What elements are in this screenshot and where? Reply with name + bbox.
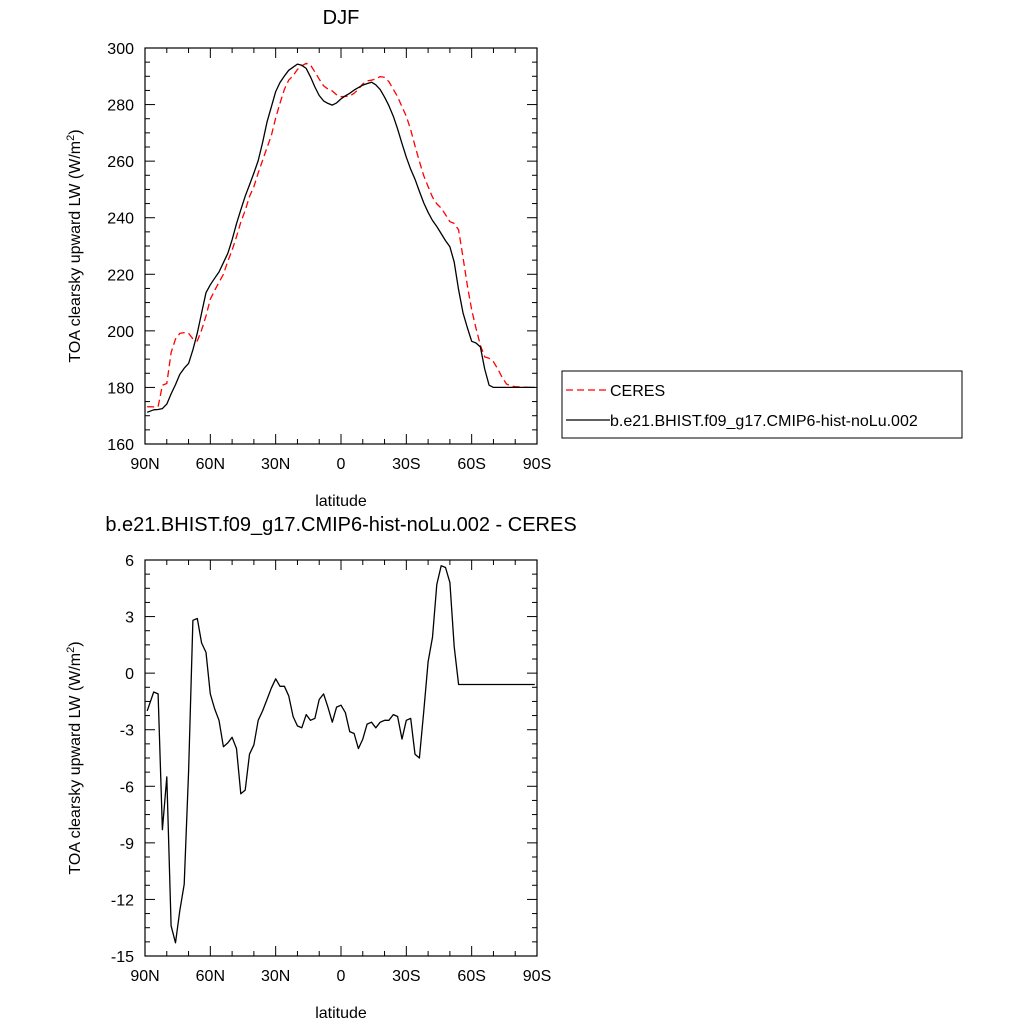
top-ytick-label: 300 [107, 41, 134, 58]
legend: CERES b.e21.BHIST.f09_g17.CMIP6-hist-noL… [561, 370, 963, 439]
bottom-ytick-label: -15 [111, 949, 134, 966]
legend-frame [561, 370, 963, 439]
bottom-chart-panel: b.e21.BHIST.f09_g17.CMIP6-hist-noLu.002 … [65, 514, 577, 1022]
top-ytick-label: 280 [107, 98, 134, 115]
bottom-xtick-label: 90S [523, 968, 551, 985]
top-y-axis-title-end: ) [67, 129, 84, 134]
top-y-axis-title-sup: 2 [65, 135, 77, 141]
bottom-xtick-label: 0 [337, 968, 346, 985]
bottom-x-axis-title: latitude [315, 1005, 367, 1022]
bottom-series-difference-line [146, 565, 535, 944]
top-y-axis-title-main: TOA clearsky upward LW (W/m [67, 141, 84, 363]
top-ytick-label: 220 [107, 267, 134, 284]
top-xtick-label: 30N [261, 456, 290, 473]
legend-label-ceres: CERES [610, 383, 665, 400]
bottom-axis-ticks: 90N 60N 30N 0 30S 60S 90S -15 -12 -9 -6 -3 0 3 6 [111, 553, 551, 985]
top-axis-ticks: 90N 60N 30N 0 30S 60S 90S 160 180 200 220 240 260 280… [107, 41, 551, 473]
bottom-ytick-label: -9 [120, 836, 134, 853]
bottom-xtick-label: 60N [196, 968, 225, 985]
top-ytick-label: 240 [107, 211, 134, 228]
bottom-xtick-label: 90N [130, 968, 159, 985]
legend-label-model: b.e21.BHIST.f09_g17.CMIP6-hist-noLu.002 [610, 413, 918, 430]
top-xtick-label: 0 [337, 456, 346, 473]
top-xtick-label: 60S [457, 456, 485, 473]
bottom-ytick-label: 3 [125, 610, 134, 627]
bottom-chart-title: b.e21.BHIST.f09_g17.CMIP6-hist-noLu.002 … [105, 514, 576, 536]
bottom-ytick-label: 6 [125, 553, 134, 570]
top-xtick-label: 60N [196, 456, 225, 473]
bottom-ytick-label: -12 [111, 892, 134, 909]
bottom-ytick-label: -3 [120, 723, 134, 740]
bottom-xtick-label: 30N [261, 968, 290, 985]
top-ytick-label: 160 [107, 437, 134, 454]
top-xtick-label: 90N [130, 456, 159, 473]
bottom-series-group [146, 565, 535, 944]
top-series-group [146, 62, 535, 413]
top-xtick-label: 30S [392, 456, 420, 473]
top-xtick-label: 90S [523, 456, 551, 473]
top-series-ceres-line [147, 62, 535, 408]
bottom-xtick-label: 60S [457, 968, 485, 985]
top-x-axis-title: latitude [315, 493, 367, 510]
bottom-ytick-label: 0 [125, 666, 134, 683]
bottom-y-axis-title-main: TOA clearsky upward LW (W/m [67, 653, 84, 875]
top-series-model-line [146, 63, 535, 413]
top-ytick-label: 180 [107, 380, 134, 397]
bottom-y-axis-title-end: ) [67, 641, 84, 646]
top-ytick-label: 260 [107, 154, 134, 171]
bottom-xtick-label: 30S [392, 968, 420, 985]
top-chart-title: DJF [323, 7, 360, 29]
top-y-axis-title: TOA clearsky upward LW (W/m2) [65, 129, 84, 362]
top-ytick-label: 200 [107, 324, 134, 341]
bottom-ytick-label: -6 [120, 779, 134, 796]
bottom-y-axis-title: TOA clearsky upward LW (W/m2) [65, 641, 84, 874]
top-chart-panel: DJF 90N 60N 30N 0 30S 60S 90S 160 180 200 220 240 26… [65, 7, 963, 510]
bottom-y-axis-title-sup: 2 [65, 647, 77, 653]
